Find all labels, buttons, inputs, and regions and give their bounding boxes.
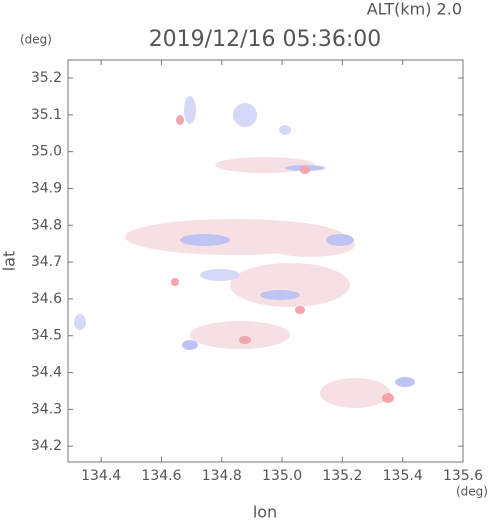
y-tick-label: 35.0 <box>31 144 62 160</box>
y-tick-label: 34.7 <box>31 254 62 270</box>
y-unit: (deg) <box>20 33 52 47</box>
x-tick-label: 135.0 <box>262 468 302 484</box>
x-tick-label: 134.6 <box>141 468 181 484</box>
x-tick-label: 135.2 <box>322 468 362 484</box>
y-tick-label: 34.9 <box>31 180 62 196</box>
plot-frame <box>67 59 464 463</box>
y-tick-label: 34.8 <box>31 217 62 233</box>
chart-title: 2019/12/16 05:36:00 <box>149 27 382 52</box>
y-tick-label: 34.6 <box>31 291 62 307</box>
y-tick-label: 34.5 <box>31 328 62 344</box>
altitude-label: ALT(km) 2.0 <box>367 0 462 19</box>
x-tick-label: 134.4 <box>81 468 121 484</box>
x-unit: (deg) <box>456 485 488 499</box>
echo-patches <box>74 96 415 408</box>
y-tick-label: 34.2 <box>31 438 62 454</box>
x-tick-label: 134.8 <box>202 468 242 484</box>
y-tick-label: 34.4 <box>31 365 62 381</box>
y-axis-label: lat <box>0 251 19 272</box>
x-tick-label: 135.6 <box>443 468 483 484</box>
y-tick-label: 35.2 <box>31 70 62 86</box>
y-tick-label: 35.1 <box>31 107 62 123</box>
x-axis-label: lon <box>253 503 277 521</box>
x-tick-label: 135.4 <box>383 468 423 484</box>
y-tick-label: 34.3 <box>31 401 62 417</box>
